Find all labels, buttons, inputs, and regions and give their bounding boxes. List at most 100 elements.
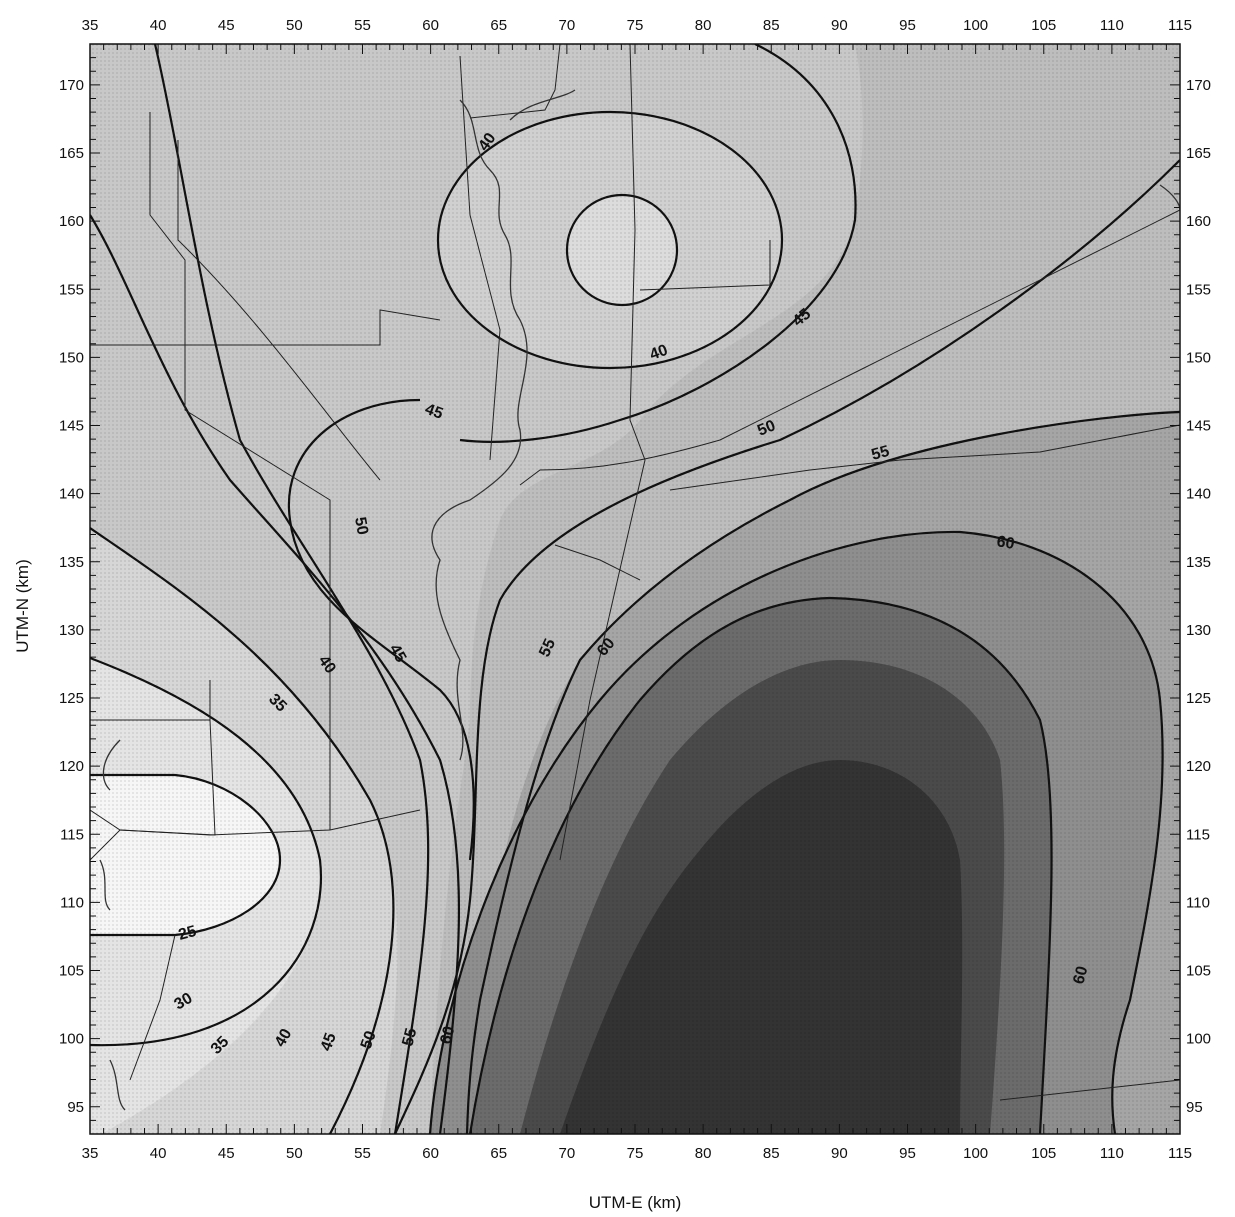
x-tick-label-top: 105 <box>1031 17 1056 34</box>
x-tick-label-bottom: 100 <box>963 1145 988 1162</box>
x-tick-label-top: 110 <box>1100 17 1124 34</box>
rivers <box>99 89 1180 1111</box>
x-tick-label-top: 85 <box>763 17 780 34</box>
y-tick-label-right: 95 <box>1186 1099 1203 1116</box>
y-tick-label-right: 105 <box>1186 963 1211 980</box>
x-tick-label-bottom: 90 <box>831 1145 848 1162</box>
x-tick-label-bottom: 95 <box>899 1145 916 1162</box>
y-tick-label-right: 170 <box>1186 77 1211 94</box>
contour-label-60-c: 60 <box>995 533 1016 553</box>
y-tick-label-right: 125 <box>1186 690 1211 707</box>
x-tick-label-bottom: 75 <box>627 1145 644 1162</box>
y-tick-label-left: 150 <box>59 349 84 366</box>
x-tick-labels-bottom: 35 40 45 50 55 60 65 70 75 80 85 90 95 100 105 110 115 <box>82 1145 1192 1162</box>
y-tick-label-right: 145 <box>1186 418 1211 435</box>
y-tick-label-right: 160 <box>1186 213 1211 230</box>
contour-65 <box>468 596 831 1134</box>
contour-label-60-d: 60 <box>1070 964 1091 986</box>
contour-label-55-a: 55 <box>399 1026 420 1048</box>
y-tick-label-left: 170 <box>59 77 84 94</box>
contour-label-45-a: 45 <box>318 1031 340 1054</box>
contour-40-west <box>153 44 430 1134</box>
y-tick-label-left: 110 <box>60 894 84 911</box>
y-tick-label-left: 95 <box>67 1099 84 1116</box>
y-tick-label-left: 145 <box>59 418 84 435</box>
x-tick-label-top: 80 <box>695 17 712 34</box>
contour-55 <box>465 410 1180 1134</box>
y-tick-label-right: 165 <box>1186 145 1211 162</box>
contour-lines <box>90 44 1180 1134</box>
contour-60-east <box>1111 699 1164 1134</box>
y-tick-label-left: 160 <box>59 213 84 230</box>
contour-45-north <box>459 44 857 443</box>
y-tick-label-right: 135 <box>1186 554 1211 571</box>
x-tick-label-bottom: 65 <box>490 1145 507 1162</box>
y-tick-label-left: 130 <box>59 622 84 639</box>
x-tick-label-bottom: 60 <box>422 1145 439 1162</box>
x-tick-label-bottom: 55 <box>354 1145 371 1162</box>
x-tick-label-top: 45 <box>218 17 235 34</box>
contour-label-55-c: 55 <box>870 443 892 464</box>
y-tick-label-right: 120 <box>1186 758 1211 775</box>
x-tick-label-top: 70 <box>559 17 576 34</box>
contour-label-55-b: 55 <box>536 636 559 659</box>
x-tick-label-top: 95 <box>899 17 916 34</box>
x-tick-label-top: 40 <box>150 17 167 34</box>
contour-label-45-c: 45 <box>423 401 446 423</box>
tick-marks <box>89 43 1181 1135</box>
contour-45-loop <box>287 398 475 861</box>
y-tick-labels-right: 95 100 105 110 115 120 125 130 135 140 145 150 155 16… <box>1186 77 1211 1116</box>
contour-50 <box>394 159 1180 1134</box>
y-tick-label-left: 165 <box>59 145 84 162</box>
contour-65-east <box>829 596 1053 1134</box>
x-tick-label-bottom: 45 <box>218 1145 235 1162</box>
y-tick-label-left: 115 <box>60 826 84 843</box>
y-tick-label-left: 105 <box>59 963 84 980</box>
x-tick-label-top: 55 <box>354 17 371 34</box>
x-tick-label-top: 50 <box>286 17 303 34</box>
y-tick-label-right: 115 <box>1186 826 1210 843</box>
y-axis-title: UTM-N (km) <box>13 559 32 652</box>
x-tick-label-top: 75 <box>627 17 644 34</box>
y-tick-label-right: 130 <box>1186 622 1211 639</box>
y-tick-label-left: 100 <box>59 1031 84 1048</box>
y-tick-label-right: 100 <box>1186 1031 1211 1048</box>
x-tick-label-bottom: 85 <box>763 1145 780 1162</box>
contour-label-50-c: 50 <box>351 516 371 537</box>
y-tick-label-right: 150 <box>1186 349 1211 366</box>
y-tick-label-left: 120 <box>59 758 84 775</box>
contour-label-45-b: 45 <box>386 642 410 666</box>
x-tick-label-top: 115 <box>1168 17 1192 34</box>
contour-35-west <box>90 527 395 1134</box>
x-tick-labels-top: 35 40 45 50 55 60 65 70 75 80 85 90 95 100 105 110 115 <box>82 17 1192 34</box>
x-tick-label-bottom: 70 <box>559 1145 576 1162</box>
plot-area <box>90 44 1180 1134</box>
x-tick-label-bottom: 40 <box>150 1145 167 1162</box>
contour-25 <box>90 773 282 937</box>
x-axis-title: UTM-E (km) <box>589 1193 682 1212</box>
contour-label-50-a: 50 <box>358 1029 380 1052</box>
y-tick-label-right: 140 <box>1186 486 1211 503</box>
x-tick-label-top: 100 <box>963 17 988 34</box>
contour-60 <box>428 530 1162 1134</box>
x-tick-label-bottom: 35 <box>82 1145 99 1162</box>
x-tick-label-bottom: 115 <box>1168 1145 1192 1162</box>
y-tick-label-right: 155 <box>1186 281 1211 298</box>
y-tick-label-left: 135 <box>59 554 84 571</box>
contour-35-circle <box>565 193 679 307</box>
contour-label-25: 25 <box>177 923 199 944</box>
y-tick-labels-left: 95 100 105 110 115 120 125 130 135 140 145 150 155 16… <box>59 77 84 1116</box>
x-tick-label-bottom: 80 <box>695 1145 712 1162</box>
contour-40-circle <box>436 110 784 370</box>
roads <box>90 44 1180 1101</box>
contour-label-50-b: 50 <box>755 417 778 439</box>
y-tick-label-left: 125 <box>59 690 84 707</box>
x-tick-label-bottom: 105 <box>1031 1145 1056 1162</box>
contour-label-60-a: 60 <box>437 1024 458 1046</box>
x-tick-label-bottom: 50 <box>286 1145 303 1162</box>
x-tick-label-top: 35 <box>82 17 99 34</box>
contour-label-40-a: 40 <box>272 1026 296 1050</box>
contour-label-40-d: 40 <box>648 342 671 364</box>
y-tick-label-left: 155 <box>59 281 84 298</box>
